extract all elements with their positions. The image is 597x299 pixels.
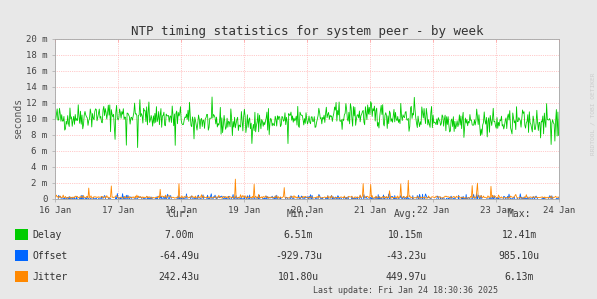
Text: 6.51m: 6.51m [284, 230, 313, 240]
Text: Min:: Min: [287, 209, 310, 219]
Text: Offset: Offset [33, 251, 68, 261]
Text: 985.10u: 985.10u [499, 251, 540, 261]
Text: -43.23u: -43.23u [386, 251, 426, 261]
Text: Jitter: Jitter [33, 271, 68, 282]
Text: Avg:: Avg: [394, 209, 418, 219]
Text: -64.49u: -64.49u [159, 251, 199, 261]
Text: 7.00m: 7.00m [164, 230, 194, 240]
Text: Max:: Max: [507, 209, 531, 219]
Text: RRDTOOL / TOBI OETIKER: RRDTOOL / TOBI OETIKER [590, 72, 595, 155]
Text: 6.13m: 6.13m [504, 271, 534, 282]
Text: 242.43u: 242.43u [159, 271, 199, 282]
Text: Delay: Delay [33, 230, 62, 240]
Text: Cur:: Cur: [167, 209, 191, 219]
Text: 10.15m: 10.15m [388, 230, 424, 240]
Y-axis label: seconds: seconds [13, 98, 23, 139]
Text: Last update: Fri Jan 24 18:30:36 2025: Last update: Fri Jan 24 18:30:36 2025 [313, 286, 498, 295]
Text: -929.73u: -929.73u [275, 251, 322, 261]
Text: 101.80u: 101.80u [278, 271, 319, 282]
Title: NTP timing statistics for system peer - by week: NTP timing statistics for system peer - … [131, 25, 484, 38]
Text: 449.97u: 449.97u [386, 271, 426, 282]
Text: 12.41m: 12.41m [501, 230, 537, 240]
